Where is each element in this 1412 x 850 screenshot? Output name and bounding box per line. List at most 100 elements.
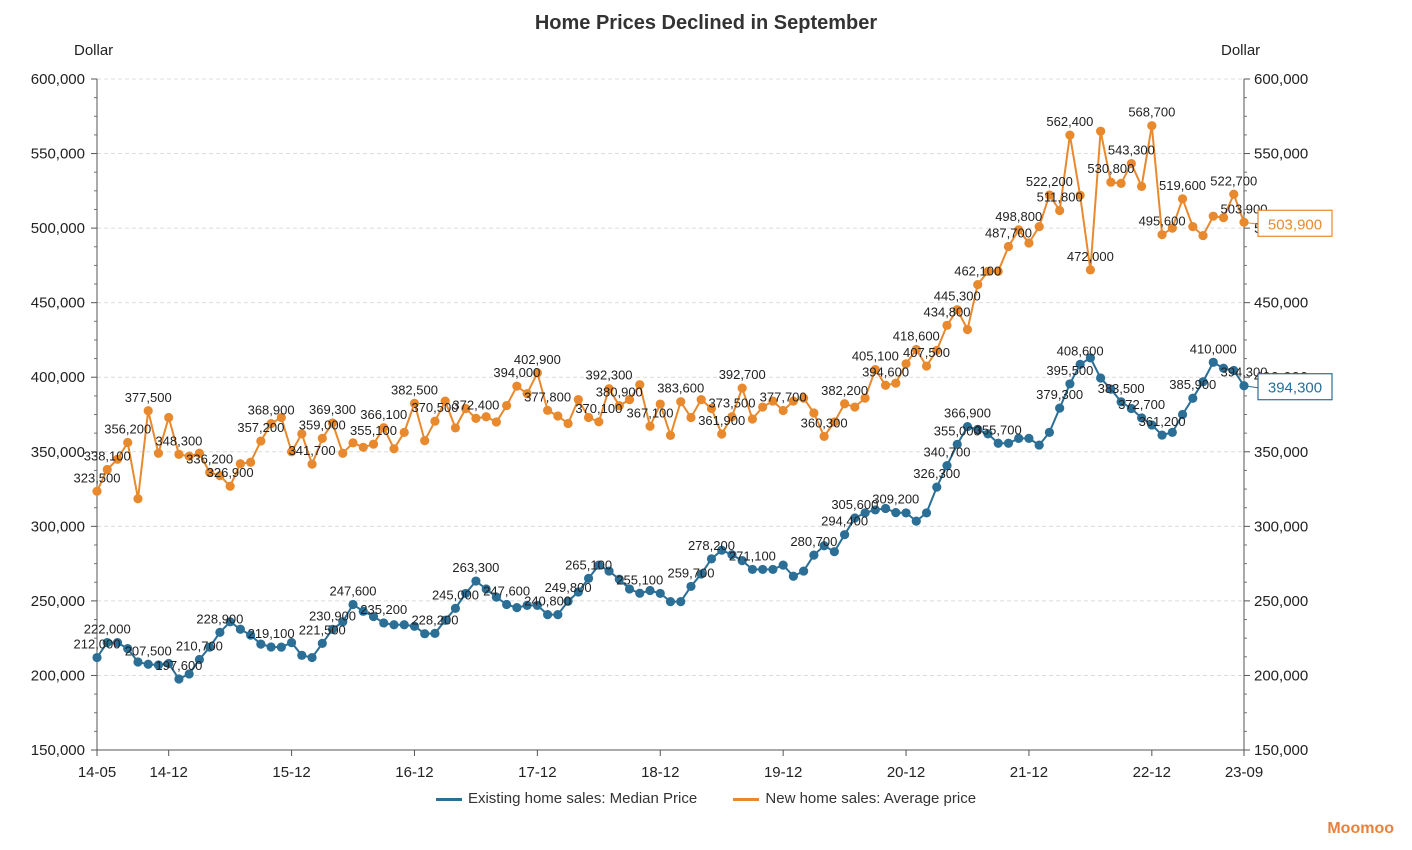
data-label: 395,500 (1046, 363, 1093, 378)
x-tick-label: 19-12 (764, 764, 802, 781)
data-label: 338,100 (84, 449, 131, 464)
data-point-0 (348, 599, 358, 610)
data-point-0 (164, 658, 174, 669)
data-point-0 (686, 581, 696, 592)
data-point-0 (880, 503, 891, 514)
data-point-1 (1024, 238, 1034, 248)
data-point-0 (717, 545, 727, 555)
data-point-0 (993, 438, 1003, 448)
data-point-0 (471, 576, 481, 586)
data-label: 410,000 (1190, 341, 1237, 356)
data-point-0 (1229, 365, 1239, 376)
data-point-0 (123, 644, 133, 654)
data-label: 383,600 (657, 381, 704, 396)
data-label: 394,000 (493, 365, 540, 380)
data-point-1 (563, 418, 573, 429)
data-label: 495,600 (1139, 214, 1186, 229)
data-point-0 (1096, 373, 1106, 383)
data-point-0 (819, 541, 829, 551)
x-tick-label: 16-12 (395, 764, 433, 781)
data-point-0 (758, 564, 768, 575)
data-point-0 (1208, 357, 1218, 367)
data-point-0 (215, 627, 225, 637)
data-label: 219,100 (248, 626, 295, 641)
data-label: 392,700 (719, 367, 766, 382)
data-point-1 (1136, 181, 1147, 191)
y-tick-label-left: 450,000 (31, 295, 85, 312)
data-point-0 (860, 508, 870, 518)
y-tick-label-left: 150,000 (31, 742, 85, 759)
data-label: 210,700 (176, 638, 223, 653)
data-point-1 (205, 467, 215, 477)
data-label: 263,300 (452, 560, 499, 575)
end-label-text: 394,300 (1268, 380, 1322, 397)
data-point-0 (563, 596, 573, 606)
axis-layer: 150,000 150,000 200,000 200,000 250,000 250,0… (31, 71, 1308, 781)
data-point-1 (1198, 230, 1208, 241)
data-point-1 (368, 439, 379, 449)
data-point-0 (624, 584, 635, 594)
data-point-1 (829, 417, 839, 427)
data-label: 207,500 (125, 643, 172, 658)
data-point-0 (901, 508, 911, 518)
y-tick-label-right: 600,000 (1254, 71, 1308, 88)
data-point-1 (706, 403, 717, 414)
data-point-1 (1116, 178, 1126, 188)
data-point-1 (686, 412, 696, 423)
data-label: 568,700 (1128, 105, 1175, 120)
data-point-0 (655, 588, 665, 599)
legend-item-existing[interactable]: Existing home sales: Median Price (435, 790, 697, 807)
data-label: 377,500 (125, 390, 172, 405)
data-point-1 (297, 429, 307, 439)
data-point-0 (307, 652, 317, 663)
data-point-1 (952, 305, 962, 315)
chart-title: Home Prices Declined in September (534, 12, 878, 34)
data-point-1 (256, 436, 266, 446)
data-point-0 (194, 654, 205, 665)
data-label: 368,900 (248, 403, 295, 418)
data-point-1 (450, 423, 461, 433)
data-point-1 (1055, 205, 1065, 216)
data-label: 249,800 (545, 580, 592, 595)
data-label: 511,800 (1037, 190, 1083, 205)
data-label: 361,900 (698, 413, 745, 428)
data-point-0 (973, 424, 983, 435)
data-point-1 (809, 408, 819, 418)
data-label: 355,100 (350, 423, 397, 438)
data-point-0 (502, 599, 512, 610)
data-label: 519,600 (1159, 178, 1206, 193)
data-point-0 (788, 571, 798, 581)
data-point-0 (573, 587, 583, 597)
data-label: 361,200 (1139, 414, 1186, 429)
data-point-1 (799, 393, 809, 403)
data-label: 405,100 (852, 349, 899, 364)
brand-logo: Moomoo (1327, 820, 1394, 837)
data-point-0 (553, 610, 563, 620)
data-point-0 (246, 630, 256, 640)
data-point-1 (839, 399, 850, 409)
data-point-1 (512, 381, 522, 391)
data-label: 230,900 (309, 608, 356, 623)
data-label: 382,500 (391, 382, 438, 397)
data-label: 265,100 (565, 557, 612, 572)
data-label: 434,800 (924, 304, 971, 319)
data-label: 543,300 (1108, 143, 1155, 158)
data-label: 372,700 (1118, 397, 1165, 412)
data-label: 221,500 (299, 622, 346, 637)
data-point-0 (358, 606, 368, 616)
data-label: 370,500 (411, 400, 458, 415)
data-label: 394,600 (862, 364, 909, 379)
data-point-0 (809, 550, 819, 560)
data-point-1 (983, 266, 993, 276)
data-point-1 (1157, 230, 1167, 240)
legend-item-new[interactable]: New home sales: Average price (733, 790, 976, 807)
data-point-1 (819, 431, 829, 442)
data-point-1 (727, 412, 737, 422)
data-label: 340,700 (924, 445, 971, 460)
data-point-1 (307, 459, 317, 469)
data-point-1 (901, 359, 911, 369)
data-point-0 (614, 574, 624, 584)
data-point-0 (317, 638, 327, 648)
data-point-1 (225, 481, 235, 491)
data-point-1 (1065, 130, 1075, 140)
